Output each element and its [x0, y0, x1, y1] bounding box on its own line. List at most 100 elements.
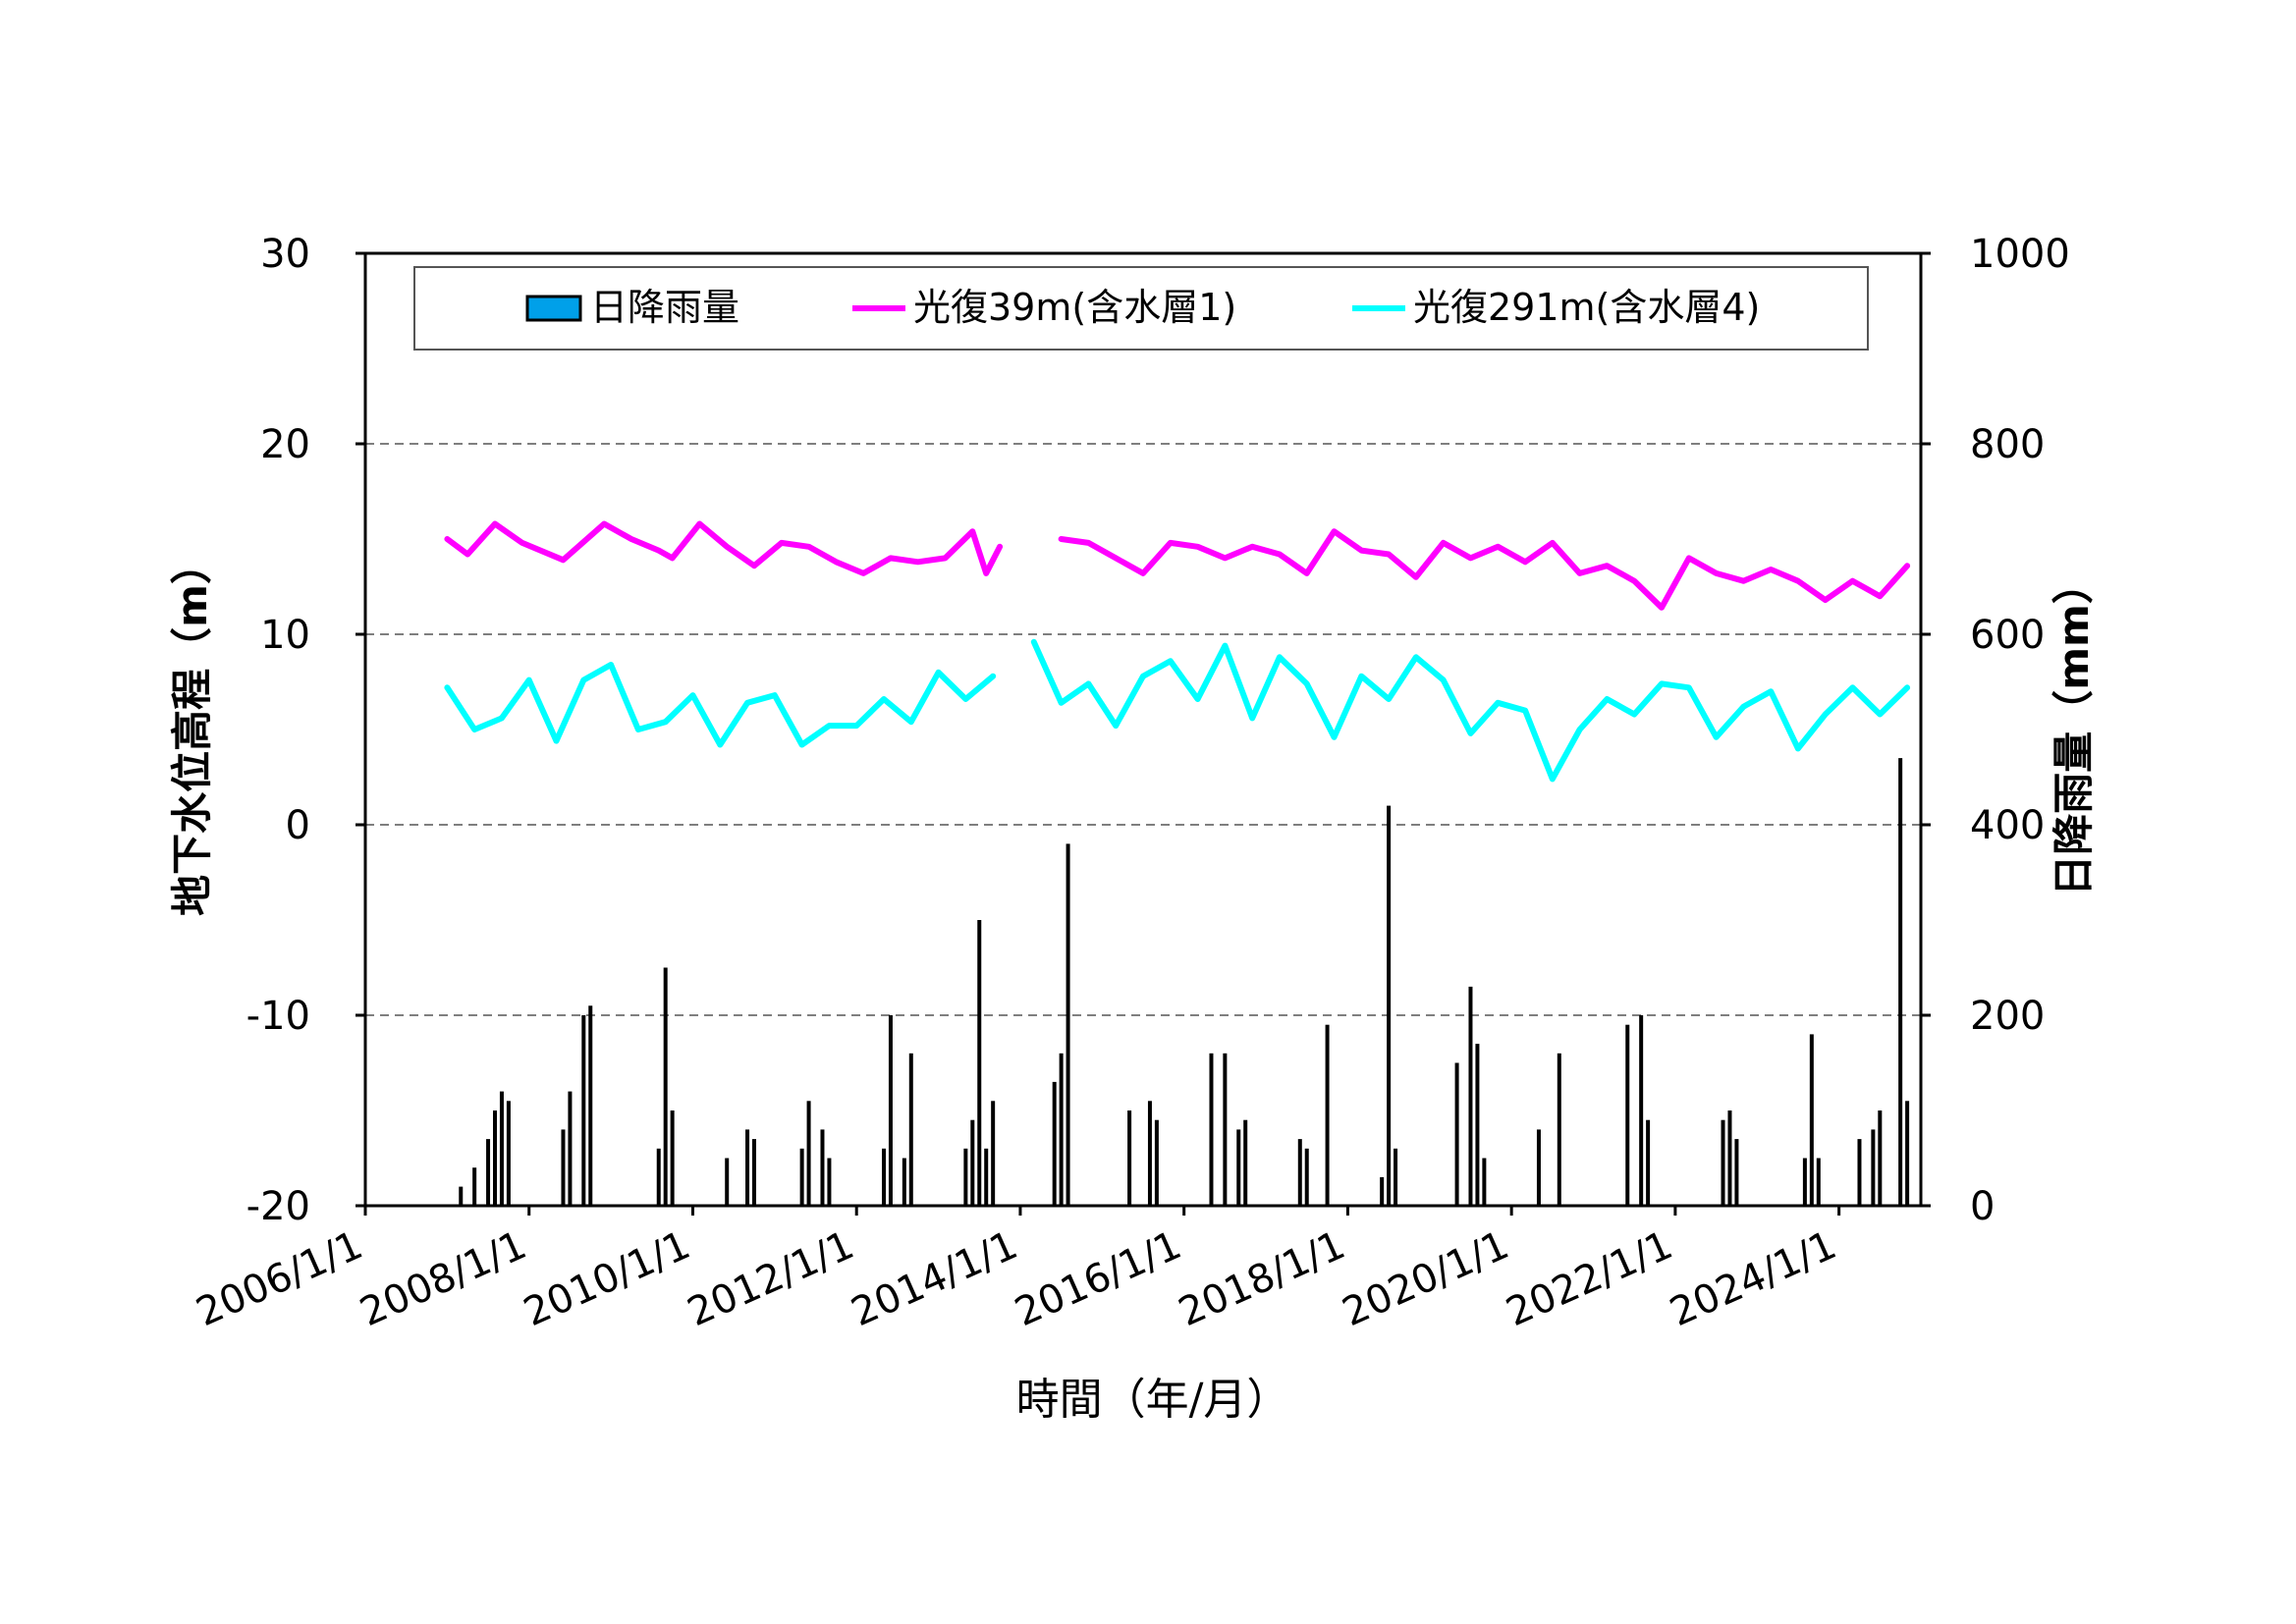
- rainfall-bar: [1639, 1015, 1644, 1206]
- rainfall-bar: [1536, 1129, 1541, 1206]
- legend-label-gf291: 光復291m(含水層4): [1413, 286, 1760, 329]
- rainfall-bar: [882, 1148, 886, 1206]
- rainfall-bar: [1297, 1139, 1302, 1206]
- rainfall-bars: [459, 758, 1910, 1206]
- y-left-tick-label: 0: [286, 803, 310, 848]
- x-tick-label: 2010/1/1: [518, 1222, 697, 1335]
- rainfall-bar: [1223, 1053, 1228, 1206]
- rainfall-bar: [1625, 1024, 1630, 1206]
- rainfall-bar: [1878, 1110, 1883, 1206]
- rainfall-bar: [1304, 1148, 1309, 1206]
- rainfall-bar: [1898, 758, 1903, 1206]
- rainfall-bar: [963, 1148, 968, 1206]
- y-left-tick-label: 20: [260, 422, 310, 467]
- rainfall-bar: [745, 1129, 750, 1206]
- rainfall-bar: [1243, 1119, 1248, 1206]
- x-tick-label: 2008/1/1: [354, 1222, 533, 1335]
- series-line-2: [1030, 638, 1911, 783]
- rainfall-bar: [486, 1139, 491, 1206]
- rainfall-bar: [799, 1148, 804, 1206]
- rainfall-bar: [459, 1186, 464, 1206]
- rainfall-bar: [977, 920, 982, 1206]
- rainfall-bar: [908, 1053, 913, 1206]
- rainfall-bar: [902, 1158, 906, 1206]
- rainfall-bar: [506, 1101, 511, 1206]
- rainfall-bar: [806, 1101, 811, 1206]
- y-axis-right: 1000 800 600 400 200 0: [1921, 232, 2070, 1229]
- x-tick-label: 2018/1/1: [1173, 1222, 1352, 1335]
- rainfall-bar: [820, 1129, 825, 1206]
- rainfall-bar: [1727, 1110, 1732, 1206]
- legend-label-gf39: 光復39m(含水層1): [913, 286, 1236, 329]
- y-axis-right-title: 日降雨量（mm）: [2050, 563, 2098, 896]
- y-right-tick-label: 1000: [1970, 232, 2070, 277]
- rainfall-bar: [1468, 986, 1473, 1206]
- rainfall-bar: [1454, 1062, 1459, 1206]
- y-right-tick-label: 200: [1970, 994, 2045, 1039]
- rainfall-bar: [1646, 1119, 1651, 1206]
- rainfall-bar: [1482, 1158, 1487, 1206]
- rainfall-bar: [1059, 1053, 1064, 1206]
- rainfall-bar: [561, 1129, 566, 1206]
- rainfall-bar: [472, 1167, 477, 1206]
- rainfall-bar: [1325, 1024, 1330, 1206]
- x-tick-label: 2020/1/1: [1336, 1222, 1515, 1335]
- rainfall-bar: [499, 1091, 504, 1206]
- grid-lines: [365, 443, 1921, 1016]
- legend-label-rainfall: 日降雨量: [590, 286, 739, 329]
- rainfall-bar: [588, 1005, 593, 1206]
- rainfall-bar: [1387, 805, 1392, 1206]
- rainfall-bar: [656, 1148, 661, 1206]
- plot-frame: [363, 251, 1923, 1208]
- rainfall-bar: [1721, 1119, 1725, 1206]
- rainfall-bar: [991, 1101, 996, 1206]
- rainfall-bar: [1734, 1139, 1739, 1206]
- rainfall-bar: [581, 1015, 586, 1206]
- y-right-tick-label: 600: [1970, 613, 2045, 658]
- water-level-lines: [444, 520, 1911, 783]
- y-left-tick-label: 30: [260, 232, 310, 277]
- x-tick-label: 2024/1/1: [1664, 1222, 1843, 1335]
- y-right-tick-label: 800: [1970, 422, 2045, 467]
- rainfall-bar: [568, 1091, 573, 1206]
- rainfall-bar: [725, 1158, 730, 1206]
- rainfall-bar: [1066, 843, 1070, 1206]
- x-tick-label: 2016/1/1: [1009, 1222, 1188, 1335]
- x-tick-label: 2014/1/1: [845, 1222, 1024, 1335]
- rainfall-bar: [493, 1110, 497, 1206]
- rainfall-bar: [1147, 1101, 1152, 1206]
- rainfall-bar: [1871, 1129, 1876, 1206]
- y-axis-left: 30 20 10 0 -10 -20: [246, 232, 365, 1229]
- legend: 日降雨量 光復39m(含水層1) 光復291m(含水層4): [413, 266, 1869, 351]
- rainfall-bar: [1857, 1139, 1862, 1206]
- rainfall-bar: [1475, 1044, 1480, 1206]
- y-left-tick-label: -10: [246, 994, 310, 1039]
- y-right-tick-label: 0: [1970, 1184, 1995, 1229]
- rainfall-bar: [984, 1148, 989, 1206]
- x-axis: 2006/1/12008/1/12010/1/12012/1/12014/1/1…: [190, 1206, 1843, 1335]
- x-tick-label: 2022/1/1: [1500, 1222, 1679, 1335]
- rainfall-bar: [1154, 1119, 1159, 1206]
- rainfall-bar: [1557, 1053, 1561, 1206]
- rainfall-bar: [1802, 1158, 1807, 1206]
- x-tick-label: 2006/1/1: [190, 1222, 369, 1335]
- series-line-1: [1058, 528, 1911, 611]
- rainfall-bar: [888, 1015, 893, 1206]
- y-right-tick-label: 400: [1970, 803, 2045, 848]
- rainfall-bar: [1236, 1129, 1241, 1206]
- series-line-2: [444, 662, 997, 748]
- rainfall-bar: [752, 1139, 756, 1206]
- y-left-tick-label: 10: [260, 613, 310, 658]
- y-axis-left-title: 地下水位高程（m）: [168, 543, 216, 916]
- rainfall-bar: [663, 967, 668, 1206]
- legend-box: [413, 266, 1869, 351]
- rainfall-bar: [1394, 1148, 1398, 1206]
- y-left-tick-label: -20: [246, 1184, 310, 1229]
- rainfall-bar: [1052, 1081, 1057, 1206]
- rainfall-bar: [670, 1110, 675, 1206]
- x-axis-title: 時間（年/月）: [1016, 1375, 1290, 1425]
- rainfall-bar: [1809, 1034, 1814, 1206]
- rainfall-bar: [1816, 1158, 1821, 1206]
- rainfall-bar: [1127, 1110, 1132, 1206]
